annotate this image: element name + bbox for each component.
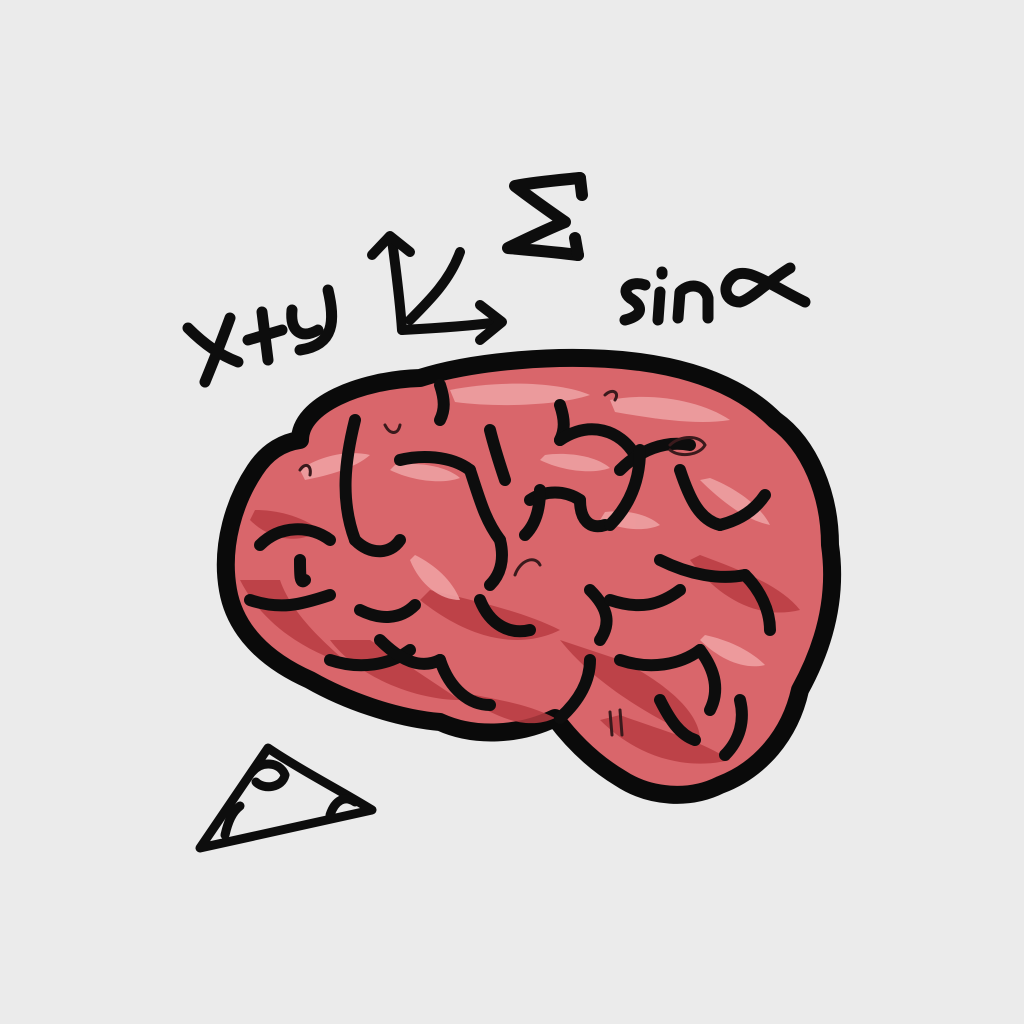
trig-sin-alpha: [619, 262, 811, 326]
brain-highlights: [300, 383, 770, 667]
triangle-ruler-icon: [195, 743, 377, 853]
doodles: [182, 172, 811, 853]
brain-sketch-marks: [298, 389, 707, 737]
sum-symbol: [502, 172, 588, 261]
brain-folds: [244, 379, 776, 761]
brain: [216, 349, 842, 804]
coordinate-axes-icon: [367, 231, 507, 345]
expression-x-plus-y: [182, 284, 338, 388]
